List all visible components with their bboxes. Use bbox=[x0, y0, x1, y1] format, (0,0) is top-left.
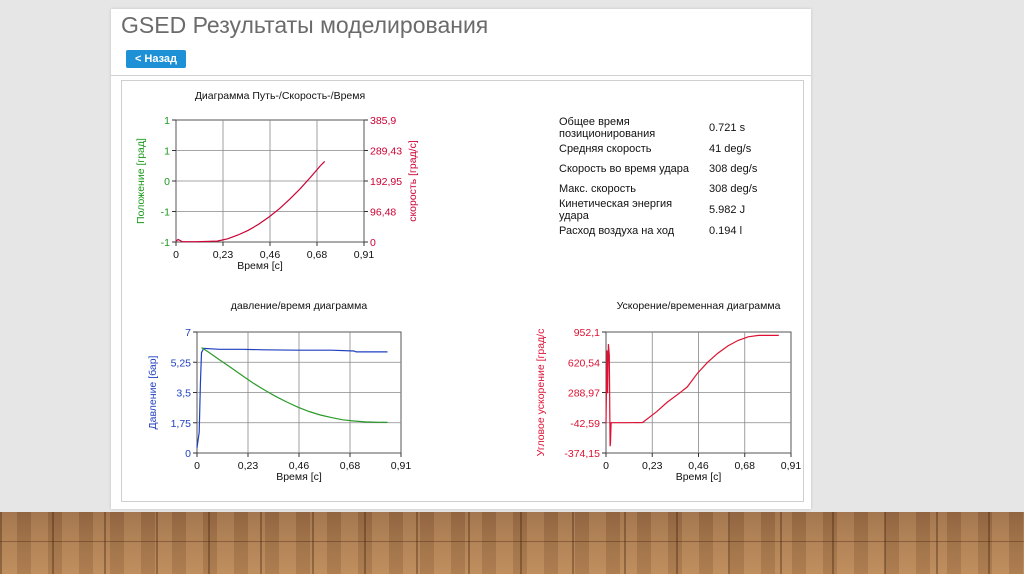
y-tick-label: -1 bbox=[161, 237, 170, 249]
chart-title: Диаграмма Путь-/Скорость-/Время bbox=[195, 90, 365, 102]
y2-tick-label: 96,48 bbox=[370, 207, 396, 219]
x-tick-label: 0,46 bbox=[260, 249, 281, 261]
stat-value: 41 deg/s bbox=[709, 143, 752, 155]
series-line bbox=[201, 347, 388, 423]
y-tick-label: -42,59 bbox=[570, 418, 600, 430]
y-tick-label: 288,97 bbox=[568, 388, 600, 400]
y2-tick-label: 289,43 bbox=[370, 146, 402, 158]
stat-label: Средняя скорость bbox=[559, 143, 652, 155]
x-tick-label: 0,91 bbox=[354, 249, 375, 261]
stat-value: 308 deg/s bbox=[709, 183, 758, 195]
chart-acceleration-time: Ускорение/временная диаграмма 0 0,23 0,46 0,… bbox=[535, 300, 802, 483]
y-tick-label: 5,25 bbox=[171, 357, 192, 369]
x-tick-label: 0,23 bbox=[642, 460, 663, 472]
y2-axis-label: скорость [град/с] bbox=[407, 140, 419, 222]
stat-row-avg-speed: Средняя скорость 41 deg/s bbox=[555, 141, 761, 157]
chart-pressure-time: давление/время диаграмма 0 0,23 0,46 0,68 0,9… bbox=[147, 300, 412, 483]
y2-tick-label: 385,9 bbox=[370, 115, 396, 127]
series-line bbox=[605, 334, 779, 447]
y-tick-label: -374,15 bbox=[564, 448, 600, 460]
stat-label: Общее время позиционирования bbox=[559, 116, 656, 140]
floor-divider bbox=[0, 541, 1024, 542]
x-tick-label: 0,46 bbox=[289, 460, 310, 472]
header-separator bbox=[111, 75, 811, 76]
stat-row-air-consumption: Расход воздуха на ход 0.194 l bbox=[555, 223, 761, 239]
x-tick-label: 0,68 bbox=[340, 460, 361, 472]
x-tick-label: 0,91 bbox=[781, 460, 802, 472]
x-tick-label: 0,23 bbox=[238, 460, 259, 472]
y-tick-label: 952,1 bbox=[574, 327, 600, 339]
x-tick-label: 0,68 bbox=[735, 460, 756, 472]
y-tick-label: 1 bbox=[164, 115, 170, 127]
y-tick-label: 1,75 bbox=[171, 418, 192, 430]
x-tick-label: 0 bbox=[603, 460, 609, 472]
stat-row-impact-speed: Скорость во время удара 308 deg/s bbox=[555, 157, 761, 181]
y2-tick-label: 0 bbox=[370, 237, 376, 249]
wooden-floor-background bbox=[0, 512, 1024, 574]
series-line bbox=[175, 160, 326, 243]
stat-row-kinetic-energy: Кинетическая энергия удара 5.982 J bbox=[555, 197, 761, 223]
y-tick-label: -1 bbox=[161, 207, 170, 219]
x-tick-label: 0 bbox=[173, 249, 179, 261]
x-tick-label: 0,46 bbox=[688, 460, 709, 472]
x-axis-label: Время [с] bbox=[676, 471, 722, 483]
y-tick-label: 0 bbox=[185, 448, 191, 460]
back-button[interactable]: < Назад bbox=[126, 50, 186, 68]
stat-value: 0.194 l bbox=[709, 225, 743, 237]
y-tick-label: 7 bbox=[185, 327, 191, 339]
x-tick-label: 0,23 bbox=[213, 249, 234, 261]
stat-row-total-time: Общее время позиционирования 0.721 s bbox=[555, 115, 761, 141]
y-axis-label: Угловое ускорение [град/с bbox=[535, 329, 547, 457]
y-tick-label: 3,5 bbox=[176, 388, 191, 400]
y-axis-label: Давление [бар] bbox=[147, 355, 159, 429]
chart-title: Ускорение/временная диаграмма bbox=[617, 300, 781, 312]
x-axis-label: Время [с] bbox=[237, 260, 283, 272]
chart-title: давление/время диаграмма bbox=[231, 300, 368, 312]
x-tick-label: 0 bbox=[194, 460, 200, 472]
chart-path-velocity-time: Диаграмма Путь-/Скорость-/Время 0 0,23 0,46… bbox=[135, 90, 419, 272]
stat-label: Макс. скорость bbox=[559, 183, 637, 195]
stat-value: 5.982 J bbox=[709, 204, 746, 216]
y-axis-label: Положение [град] bbox=[135, 138, 147, 224]
series-line bbox=[196, 347, 388, 448]
y2-tick-label: 192,95 bbox=[370, 176, 402, 188]
stat-value: 0.721 s bbox=[709, 122, 746, 134]
x-tick-label: 0,91 bbox=[391, 460, 412, 472]
x-tick-label: 0,68 bbox=[307, 249, 328, 261]
stat-label: Скорость во время удара bbox=[559, 163, 690, 175]
stat-label: Расход воздуха на ход bbox=[559, 225, 675, 237]
y-tick-label: 1 bbox=[164, 146, 170, 158]
y-tick-label: 0 bbox=[164, 176, 170, 188]
stat-label: Кинетическая энергия удара bbox=[559, 198, 673, 222]
y-tick-label: 620,54 bbox=[568, 357, 600, 369]
stats-table: Общее время позиционирования 0.721 s Сре… bbox=[555, 115, 761, 239]
stat-value: 308 deg/s bbox=[709, 163, 758, 175]
stat-row-max-speed: Макс. скорость 308 deg/s bbox=[555, 181, 761, 197]
page-title: GSED Результаты моделирования bbox=[121, 12, 489, 38]
x-axis-label: Время [с] bbox=[276, 471, 322, 483]
